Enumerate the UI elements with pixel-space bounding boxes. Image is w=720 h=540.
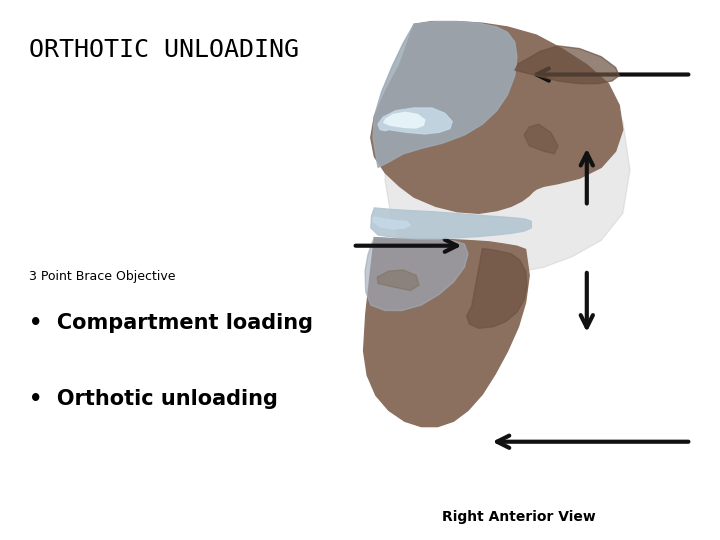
Polygon shape	[371, 208, 531, 239]
Text: ORTHOTIC UNLOADING: ORTHOTIC UNLOADING	[29, 38, 299, 62]
Polygon shape	[378, 108, 452, 134]
Text: 3 Point Brace Objective: 3 Point Brace Objective	[29, 270, 175, 283]
Polygon shape	[373, 22, 517, 167]
Polygon shape	[373, 217, 410, 229]
Polygon shape	[364, 238, 529, 427]
Polygon shape	[365, 238, 468, 310]
Polygon shape	[524, 124, 558, 154]
Text: •  Orthotic unloading: • Orthotic unloading	[29, 389, 278, 409]
Text: •  Compartment loading: • Compartment loading	[29, 313, 312, 333]
Polygon shape	[384, 112, 425, 128]
Polygon shape	[377, 270, 419, 291]
Polygon shape	[385, 35, 630, 273]
Polygon shape	[467, 248, 527, 328]
Text: Right Anterior View: Right Anterior View	[441, 510, 595, 524]
Polygon shape	[371, 22, 623, 213]
Polygon shape	[515, 46, 619, 84]
